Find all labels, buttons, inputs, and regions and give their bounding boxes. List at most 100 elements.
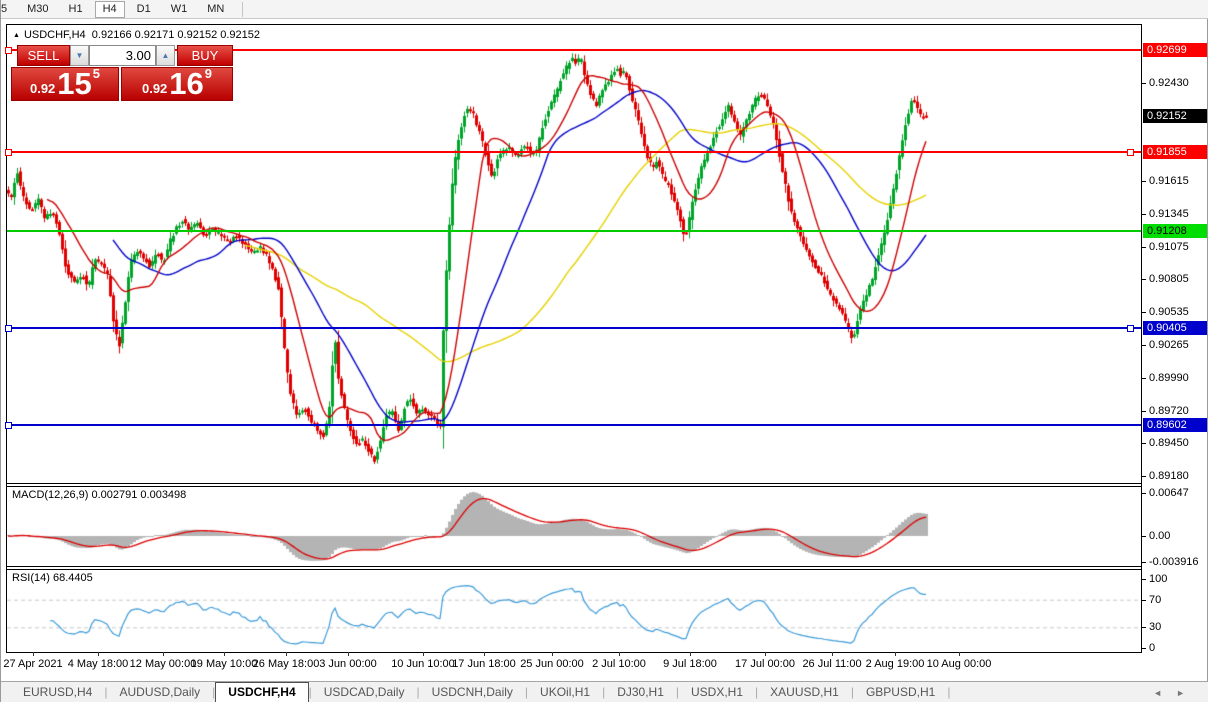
level-line-0.90405[interactable] — [7, 327, 1141, 329]
price-tick-label: 0.91345 — [1149, 208, 1189, 220]
level-line-0.91855[interactable] — [7, 151, 1141, 153]
price-tick-label: 0.90805 — [1149, 273, 1189, 285]
date-tick — [423, 652, 424, 656]
price-tick-label: 0.90535 — [1149, 306, 1189, 318]
scroll-right-icon[interactable]: ► — [1176, 688, 1199, 698]
axis-tick — [1142, 214, 1146, 215]
timeframe-button-5[interactable]: 5 — [1, 2, 8, 15]
level-handle[interactable] — [1127, 149, 1134, 156]
date-tick — [552, 652, 553, 656]
date-tick — [224, 652, 225, 656]
macd-axis-label: 0.00 — [1149, 530, 1171, 542]
tab-usdx[interactable]: USDX,H1 — [691, 685, 744, 699]
macd-axis-label: -0.003916 — [1149, 556, 1199, 568]
level-handle[interactable] — [1127, 325, 1134, 332]
sell-button[interactable]: SELL — [17, 45, 70, 66]
level-line-0.91208[interactable] — [7, 230, 1141, 232]
tab-usdchf[interactable]: USDCHF,H4 — [215, 682, 309, 702]
buy-price-sup: 9 — [204, 66, 213, 81]
level-line-0.89602[interactable] — [7, 424, 1141, 426]
date-tick — [765, 652, 766, 656]
price-tick-label: 0.91615 — [1149, 175, 1189, 187]
timeframe-button-h1[interactable]: H1 — [68, 2, 83, 15]
price-badge-0.89602: 0.89602 — [1143, 418, 1207, 432]
date-tick — [619, 652, 620, 656]
tab-usdcnh[interactable]: USDCNH,Daily — [431, 685, 513, 699]
price-badge-0.91208: 0.91208 — [1143, 224, 1207, 238]
scroll-left-icon[interactable]: ◄ — [1153, 688, 1177, 698]
level-handle[interactable] — [5, 149, 12, 156]
timeframe-button-h4[interactable]: H4 — [94, 0, 125, 18]
buy-price-box[interactable]: 0.92 16 9 — [121, 67, 233, 101]
axis-tick — [1142, 247, 1146, 248]
sell-price-box[interactable]: 0.92 15 5 — [11, 67, 119, 101]
tab-gbpusd[interactable]: GBPUSD,H1 — [865, 685, 936, 699]
level-handle[interactable] — [5, 325, 12, 332]
level-handle[interactable] — [5, 422, 12, 429]
tab-xauusd[interactable]: XAUUSD,H1 — [770, 685, 839, 699]
tab-separator: | — [675, 685, 679, 699]
date-label: 19 May 10:00 — [190, 658, 258, 670]
tab-usdcad[interactable]: USDCAD,Daily — [323, 685, 405, 699]
date-label: 26 May 18:00 — [252, 658, 320, 670]
date-label: 12 May 00:00 — [129, 658, 197, 670]
level-handle[interactable] — [5, 47, 12, 54]
toolbar-separator — [242, 1, 244, 17]
tab-ukoil[interactable]: UKOil,H1 — [540, 685, 591, 699]
chevron-down-icon: ▼ — [75, 51, 84, 60]
price-axis[interactable]: 0.92430 0.91615 0.91345 0.91075 0.90805 0.905… — [1142, 24, 1208, 656]
macd-indicator-label: MACD(12,26,9) 0.002791 0.003498 — [12, 489, 187, 501]
tab-separator: | — [212, 685, 216, 699]
volume-input[interactable] — [89, 45, 156, 66]
timeframe-button-mn[interactable]: MN — [207, 2, 225, 15]
axis-tick — [1142, 648, 1146, 649]
price-tick-label: 0.89990 — [1149, 372, 1189, 384]
price-tick-label: 0.89720 — [1149, 405, 1189, 417]
chart-canvas[interactable] — [7, 25, 1141, 652]
timeframe-button-m30[interactable]: M30 — [27, 2, 49, 15]
date-tick — [690, 652, 691, 656]
timeframe-buttons: 5 M30 H1 H4 D1 W1 MN — [1, 0, 234, 18]
price-badge-0.90405: 0.90405 — [1143, 321, 1207, 335]
axis-tick — [1142, 476, 1146, 477]
axis-tick — [1142, 279, 1146, 280]
tab-dj30[interactable]: DJ30,H1 — [617, 685, 664, 699]
axis-tick — [1142, 579, 1146, 580]
date-label: 2 Jul 10:00 — [592, 658, 646, 670]
rsi-indicator-label: RSI(14) 68.4405 — [12, 572, 93, 584]
level-line-0.92699[interactable] — [7, 49, 1141, 51]
sell-price-sup: 5 — [92, 66, 101, 81]
timeframe-button-w1[interactable]: W1 — [170, 2, 188, 15]
price-badge-0.92699: 0.92699 — [1143, 43, 1207, 57]
axis-tick — [1142, 443, 1146, 444]
tab-eurusd[interactable]: EURUSD,H4 — [23, 685, 93, 699]
pane-separator-rsi[interactable] — [7, 566, 1141, 570]
chart-frame: ▲ USDCHF,H4 0.92166 0.92171 0.92152 0.921… — [5, 24, 1142, 653]
date-axis[interactable]: 27 Apr 2021 4 May 18:00 12 May 00:00 19 May… — [3, 652, 1142, 676]
date-label: 17 Jun 18:00 — [452, 658, 516, 670]
tab-separator: | — [755, 685, 759, 699]
timeframe-toolbar: 5 M30 H1 H4 D1 W1 MN — [1, 0, 1208, 19]
macd-axis-label: 0.00647 — [1149, 487, 1189, 499]
tab-scroll-arrows[interactable]: ◄► — [1153, 688, 1199, 698]
rsi-axis-label: 30 — [1149, 621, 1162, 633]
buy-price-big: 16 — [169, 66, 204, 101]
volume-decrease-button[interactable]: ▼ — [70, 45, 89, 66]
date-label: 4 May 18:00 — [67, 658, 129, 670]
timeframe-button-d1[interactable]: D1 — [136, 2, 151, 15]
collapse-icon[interactable]: ▲ — [13, 32, 20, 39]
date-tick — [959, 652, 960, 656]
chart-ohlc: 0.92166 0.92171 0.92152 0.92152 — [91, 29, 261, 41]
buy-button[interactable]: BUY — [177, 45, 233, 66]
volume-increase-button[interactable]: ▲ — [156, 45, 175, 66]
date-label: 27 Apr 2021 — [3, 658, 63, 670]
chart-symbol: USDCHF,H4 — [23, 29, 86, 41]
axis-tick — [1142, 536, 1146, 537]
axis-tick — [1142, 493, 1146, 494]
tab-audusd[interactable]: AUDUSD,Daily — [119, 685, 201, 699]
tab-separator: | — [524, 685, 529, 699]
pane-separator-macd[interactable] — [7, 483, 1141, 487]
sell-price-big: 15 — [57, 66, 92, 101]
date-label: 25 Jun 00:00 — [520, 658, 584, 670]
